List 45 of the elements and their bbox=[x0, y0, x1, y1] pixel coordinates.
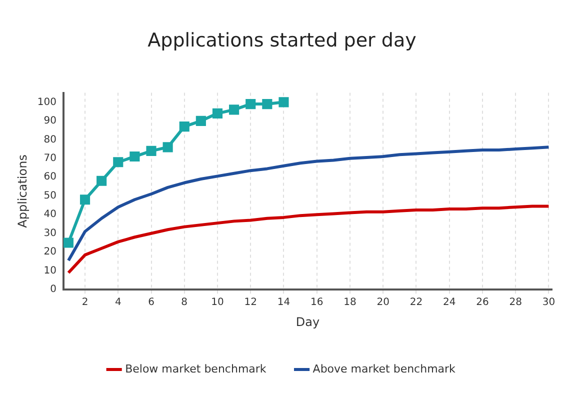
x-tick-label: 14 bbox=[277, 297, 290, 308]
point bbox=[229, 104, 240, 115]
y-tick-label: 90 bbox=[44, 116, 56, 127]
point bbox=[262, 99, 272, 110]
x-tick-label: 18 bbox=[344, 297, 356, 308]
x-tick-label: 26 bbox=[476, 297, 489, 308]
point bbox=[146, 146, 156, 156]
legend-label: Below market benchmark bbox=[125, 362, 267, 376]
x-tick-label: 16 bbox=[310, 297, 324, 308]
y-tick-label: 60 bbox=[44, 172, 56, 183]
point bbox=[130, 151, 140, 162]
point bbox=[96, 176, 107, 186]
x-tick-label: 4 bbox=[114, 297, 122, 308]
y-tick-label: 80 bbox=[44, 134, 56, 146]
point bbox=[212, 108, 223, 118]
x-tick-label: 8 bbox=[181, 297, 188, 308]
x-axis-title: Day bbox=[296, 314, 320, 329]
point bbox=[196, 116, 206, 126]
x-tick-label: 28 bbox=[509, 297, 522, 308]
point bbox=[63, 238, 74, 248]
y-tick-label: 50 bbox=[44, 190, 56, 202]
y-tick-label: 30 bbox=[44, 228, 56, 239]
x-tick-label: 2 bbox=[82, 297, 88, 308]
y-tick-label: 10 bbox=[44, 265, 56, 276]
point bbox=[113, 157, 124, 168]
y-tick-label: 40 bbox=[44, 209, 56, 220]
x-tick-label: 12 bbox=[244, 297, 257, 308]
point bbox=[246, 99, 256, 110]
point bbox=[179, 122, 190, 132]
y-tick-label: 70 bbox=[44, 152, 56, 164]
chart-title: Applications started per day bbox=[148, 29, 416, 52]
y-tick-label: 20 bbox=[44, 246, 56, 258]
x-tick-label: 30 bbox=[542, 297, 556, 308]
x-tick-label: 22 bbox=[410, 297, 423, 308]
y-tick-label: 100 bbox=[37, 96, 56, 108]
x-tick-label: 6 bbox=[148, 297, 154, 308]
x-tick-label: 20 bbox=[376, 297, 390, 308]
x-tick-label: 24 bbox=[442, 297, 456, 308]
point bbox=[278, 97, 289, 108]
x-tick-label: 10 bbox=[211, 297, 224, 308]
point bbox=[80, 194, 90, 205]
y-axis-title: Applications bbox=[15, 154, 30, 228]
point bbox=[162, 142, 173, 152]
y-tick-label: 0 bbox=[50, 284, 56, 296]
legend-label: Above market benchmark bbox=[312, 362, 456, 376]
